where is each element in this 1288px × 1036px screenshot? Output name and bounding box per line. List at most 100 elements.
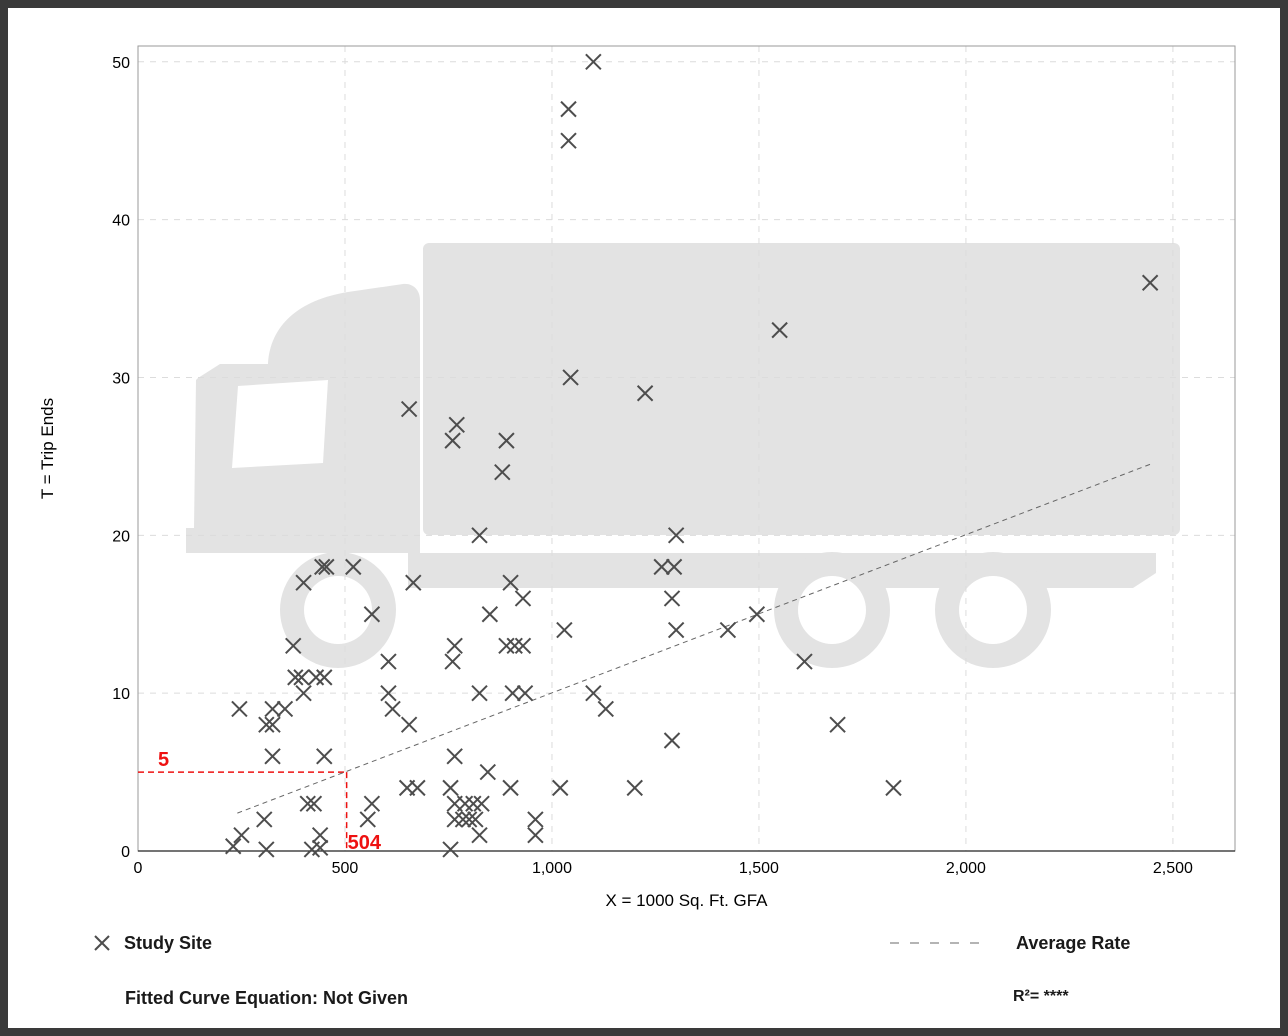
study-site-point [885,779,902,797]
study-site-point [667,527,685,544]
x-tick-label: 500 [332,860,359,877]
study-site-point [384,700,401,718]
study-site-point [667,621,685,639]
x-tick-label: 0 [134,860,143,877]
study-site-point [256,811,273,828]
study-site-point [444,432,461,449]
study-site-point [405,574,422,591]
x-tick-label: 2,000 [946,860,986,877]
study-site-point [560,100,577,118]
study-site-point [380,684,397,702]
y-tick-label: 50 [112,55,130,72]
study-site-point [318,558,335,576]
study-site-point [311,827,329,844]
study-site-point [442,841,459,858]
study-site-point [467,811,484,828]
study-site-point [514,637,532,655]
r-squared-value: R²= **** [1013,988,1069,1005]
study-site-point [448,416,465,434]
study-site-point [502,574,519,591]
study-site-point [527,827,544,844]
study-site-point [276,700,294,718]
study-site-point [473,795,490,812]
study-site-point [258,716,275,733]
x-tick-label: 1,500 [739,860,779,877]
study-site-point [653,558,670,576]
study-site-point [456,795,474,812]
x-axis-label: X = 1000 Sq. Ft. GFA [605,891,768,910]
study-site-legend-label: Study Site [124,933,213,953]
study-site-point [498,432,515,449]
study-site-point [560,132,577,149]
truck-cargo-box [423,243,1180,535]
y-tick-label: 10 [112,686,130,703]
study-site-point [400,716,418,733]
study-site-point [796,653,813,670]
average-rate-line [237,463,1151,814]
study-site-point [225,838,242,855]
study-site-point [504,684,521,702]
grid-lines [138,46,1235,851]
study-site-point [748,606,766,623]
study-site-point [293,669,310,686]
study-site-point [295,574,312,591]
study-site-point [305,795,323,812]
average-rate-layer [237,463,1151,814]
study-site-point [444,653,461,670]
study-site-point [295,684,312,702]
study-site-point [719,621,737,639]
study-site-point [446,811,463,828]
study-site-point [506,637,523,655]
study-site-point [359,811,376,828]
study-site-point [597,700,614,718]
study-site-point [585,684,602,702]
study-site-point [446,637,463,655]
study-site-point [481,606,499,623]
study-site-point [663,732,681,749]
scatter-chart: 5 504 0 500 1,000 1,500 2,000 2,500 0 10 20 30 40 50… [38,45,1236,910]
study-site-point [299,795,316,812]
study-site-point [264,748,281,765]
study-site-point [380,653,397,670]
annotation-x-value: 504 [348,832,382,854]
study-site-point [527,811,544,828]
study-site-point [552,779,569,797]
study-site-point [471,827,488,844]
study-site-point [409,779,426,797]
study-site-point [502,779,519,797]
truck-wheel-hub-2 [798,576,866,644]
study-site-point [454,811,472,828]
annotation-guides: 5 504 [138,749,382,854]
study-site-point [514,590,532,607]
study-site-point [479,763,497,781]
truck-wheel-hub-3 [959,576,1027,644]
study-site-points [225,53,1159,858]
study-site-point [231,700,248,718]
truck-window [232,380,328,468]
study-site-point [460,811,478,828]
y-tick-label: 20 [112,528,130,545]
annotation-y-value: 5 [158,749,169,771]
study-site-point [471,684,488,702]
study-site-point [498,637,515,655]
study-site-point [400,400,418,418]
fitted-curve-equation: Fitted Curve Equation: Not Given [125,988,409,1008]
study-site-legend-icon [94,935,110,951]
study-site-point [626,779,643,797]
study-site-point [556,621,573,639]
study-site-point [1141,274,1159,291]
study-site-point [314,558,331,576]
study-site-point [665,558,683,576]
truck-wheel-hub-1 [304,576,372,644]
study-site-point [494,463,511,481]
study-site-point [363,795,381,812]
study-site-point [442,779,459,797]
study-site-point [516,684,534,702]
x-tick-label: 1,000 [532,860,572,877]
average-rate-legend-label: Average Rate [1016,933,1131,953]
study-site-point [264,716,281,733]
study-site-point [316,669,333,686]
study-site-point [471,527,488,544]
y-tick-label: 30 [112,370,130,387]
x-tick-label: 2,500 [1153,860,1193,877]
